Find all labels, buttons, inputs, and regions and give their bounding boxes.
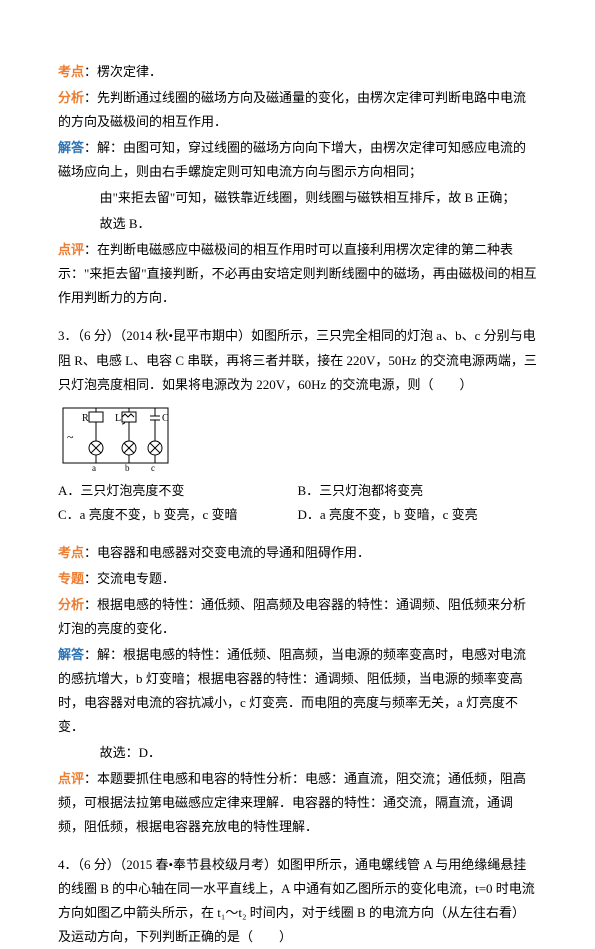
label-kaodian: 考点 — [58, 64, 84, 79]
svg-text:b: b — [125, 463, 130, 473]
dianping-line: 点评：在判断电磁感应中磁极间的相互作用时可以直接利用楞次定律的第二种表示："来拒… — [58, 238, 537, 310]
svg-text:c: c — [151, 463, 155, 473]
text-jieda-2-1: ：解：根据电感的特性：通低频、阻高频，当电源的频率变高时，电感对电流的感抗增大，… — [58, 647, 526, 734]
q4-text: 4．（6 分）（2015 春•奉节县校级月考）如图甲所示，通电螺线管 A 与用绝… — [58, 853, 537, 949]
question-4: 4．（6 分）（2015 春•奉节县校级月考）如图甲所示，通电螺线管 A 与用绝… — [58, 853, 537, 949]
svg-text:a: a — [92, 463, 96, 473]
option-d: D．a 亮度不变，b 变暗，c 变亮 — [298, 503, 538, 527]
text-fenxi-2: ：根据电感的特性：通低频、阻高频及电容器的特性：通调频、阻低频来分析灯泡的亮度的… — [58, 597, 526, 636]
text-zhuanti: ：交流电专题． — [84, 571, 175, 586]
label-jieda: 解答 — [58, 140, 84, 155]
kaodian-line-2: 考点：电容器和电感器对交变电流的导通和阻碍作用． — [58, 541, 537, 565]
jieda-line-1: 解答：解：由图可知，穿过线圈的磁场方向向下增大，由楞次定律可知感应电流的磁场应向… — [58, 136, 537, 184]
dianping-line-2: 点评：本题要抓住电感和电容的特性分析：电感：通直流，阻交流；通低频，阻高频，可根… — [58, 767, 537, 839]
kaodian-line: 考点：楞次定律． — [58, 60, 537, 84]
options-row-1: A．三只灯泡亮度不变 B．三只灯泡都将变亮 — [58, 479, 537, 503]
answer-block-1: 考点：楞次定律． 分析：先判断通过线圈的磁场方向及磁通量的变化，由楞次定律可判断… — [58, 60, 537, 310]
jieda-line-2: 由"来拒去留"可知，磁铁靠近线圈，则线圈与磁铁相互排斥，故 B 正确； — [58, 186, 537, 210]
text-jieda-1: ：解：由图可知，穿过线圈的磁场方向向下增大，由楞次定律可知感应电流的磁场应向上，… — [58, 140, 526, 179]
label-jieda-2: 解答 — [58, 647, 84, 662]
jieda-line-2-1: 解答：解：根据电感的特性：通低频、阻高频，当电源的频率变高时，电感对电流的感抗增… — [58, 643, 537, 739]
fenxi-line: 分析：先判断通过线圈的磁场方向及磁通量的变化，由楞次定律可判断电路中电流的方向及… — [58, 86, 537, 134]
options-row-2: C．a 亮度不变，b 变亮，c 变暗 D．a 亮度不变，b 变暗，c 变亮 — [58, 503, 537, 527]
jieda-line-2-2: 故选：D． — [58, 741, 537, 765]
text-fenxi: ：先判断通过线圈的磁场方向及磁通量的变化，由楞次定律可判断电路中电流的方向及磁极… — [58, 90, 526, 129]
option-a: A．三只灯泡亮度不变 — [58, 479, 298, 503]
svg-text:C: C — [162, 413, 169, 424]
circuit-diagram: ~ R L C — [58, 403, 537, 473]
circuit-svg: ~ R L C — [58, 403, 178, 473]
zhuanti-line: 专题：交流电专题． — [58, 567, 537, 591]
label-fenxi-2: 分析 — [58, 597, 84, 612]
option-b: B．三只灯泡都将变亮 — [298, 479, 538, 503]
text-dianping-1: ：在判断电磁感应中磁极间的相互作用时可以直接利用楞次定律的第二种表示："来拒去留… — [58, 242, 537, 305]
label-fenxi: 分析 — [58, 90, 84, 105]
svg-text:R: R — [82, 413, 89, 424]
q3-text: 3．（6 分）（2014 秋•昆平市期中）如图所示，三只完全相同的灯泡 a、b、… — [58, 324, 537, 396]
text-dianping-2: ：本题要抓住电感和电容的特性分析：电感：通直流，阻交流；通低频，阻高频，可根据法… — [58, 771, 526, 834]
text-kaodian-2: ：电容器和电感器对交变电流的导通和阻碍作用． — [84, 545, 370, 560]
answer-block-2: 考点：电容器和电感器对交变电流的导通和阻碍作用． 专题：交流电专题． 分析：根据… — [58, 541, 537, 840]
svg-text:~: ~ — [67, 430, 74, 444]
label-kaodian-2: 考点 — [58, 545, 84, 560]
question-3: 3．（6 分）（2014 秋•昆平市期中）如图所示，三只完全相同的灯泡 a、b、… — [58, 324, 537, 526]
svg-text:L: L — [115, 413, 121, 424]
jieda-line-3: 故选 B． — [58, 212, 537, 236]
label-dianping-2: 点评 — [58, 771, 84, 786]
option-c: C．a 亮度不变，b 变亮，c 变暗 — [58, 503, 298, 527]
label-dianping: 点评 — [58, 242, 84, 257]
page-container: 考点：楞次定律． 分析：先判断通过线圈的磁场方向及磁通量的变化，由楞次定律可判断… — [0, 0, 595, 842]
fenxi-line-2: 分析：根据电感的特性：通低频、阻高频及电容器的特性：通调频、阻低频来分析灯泡的亮… — [58, 593, 537, 641]
label-zhuanti: 专题 — [58, 571, 84, 586]
text-kaodian: ：楞次定律． — [84, 64, 162, 79]
